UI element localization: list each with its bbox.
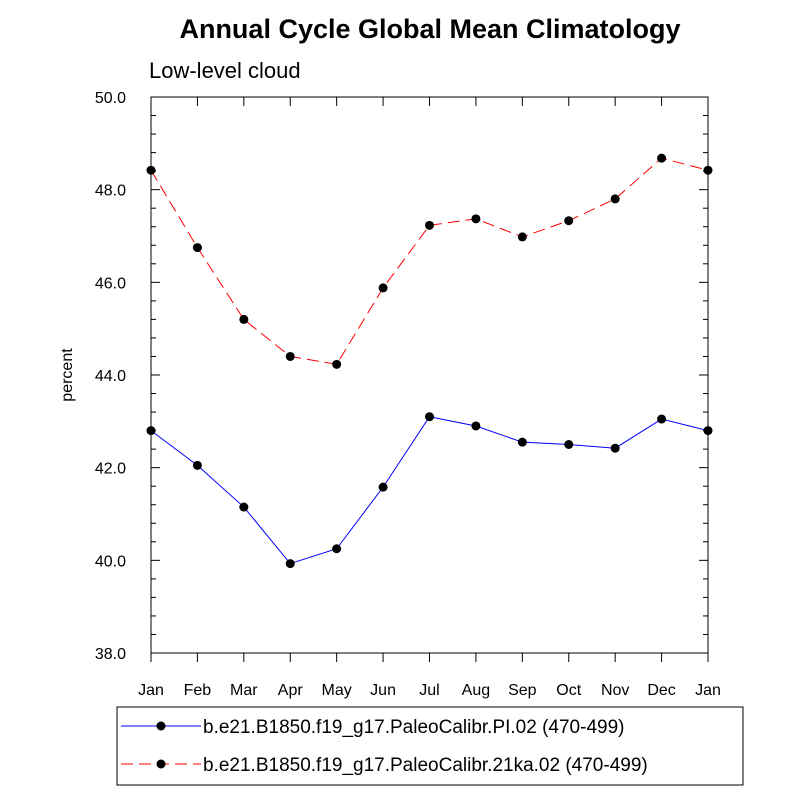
data-point: [471, 421, 481, 431]
data-point: [703, 426, 713, 436]
y-axis-label: percent: [59, 348, 76, 402]
data-point: [332, 359, 342, 369]
series-line-2: [150, 157, 709, 365]
x-tick-label: Sep: [508, 682, 537, 699]
data-point: [332, 544, 342, 554]
x-tick-label: Dec: [647, 682, 675, 699]
data-point: [657, 414, 667, 424]
data-point: [192, 460, 202, 470]
data-point: [425, 220, 434, 230]
data-point: [285, 351, 295, 361]
data-point: [378, 283, 388, 293]
series-points: [146, 153, 713, 569]
data-point: [425, 412, 434, 422]
data-point: [703, 165, 713, 175]
legend-items: b.e21.B1850.f19_g17.PaleoCalibr.PI.02 (4…: [121, 717, 648, 776]
y-tick-label: 46.0: [95, 275, 126, 292]
legend-label-2: b.e21.B1850.f19_g17.PaleoCalibr.21ka.02 …: [203, 755, 648, 776]
y-tick-label: 44.0: [95, 368, 126, 385]
data-point: [610, 194, 620, 204]
data-point: [610, 443, 620, 453]
legend: b.e21.B1850.f19_g17.PaleoCalibr.PI.02 (4…: [116, 706, 744, 786]
x-tick-label: Feb: [184, 682, 212, 699]
legend-label-1: b.e21.B1850.f19_g17.PaleoCalibr.PI.02 (4…: [203, 717, 624, 738]
data-point: [517, 232, 527, 242]
legend-box: [116, 706, 744, 786]
x-tick-labels: Jan Feb Mar Apr May Jun Jul Aug Sep Oct Nov Dec Jan: [138, 682, 721, 699]
data-point: [657, 153, 667, 163]
x-tick-label: Jan: [138, 682, 164, 699]
x-tick-label: Aug: [462, 682, 490, 699]
data-point: [239, 314, 249, 324]
x-tick-label: Oct: [556, 682, 581, 699]
chart-subtitle: Low-level cloud: [149, 58, 301, 83]
data-point: [517, 437, 527, 447]
data-point: [285, 559, 295, 569]
data-point: [564, 440, 574, 449]
data-point: [146, 426, 156, 436]
x-tick-label: May: [322, 682, 352, 699]
data-point: [564, 216, 574, 226]
data-point: [378, 482, 388, 492]
legend-marker-1: [156, 721, 166, 731]
x-tick-label: Nov: [601, 682, 629, 699]
x-tick-label: Apr: [278, 682, 304, 699]
x-tick-label: Jul: [419, 682, 439, 699]
x-tick-label: Jun: [370, 682, 396, 699]
y-tick-label: 40.0: [95, 553, 126, 570]
data-point: [239, 502, 249, 512]
data-point: [471, 214, 481, 224]
legend-marker-2: [156, 759, 166, 769]
data-point: [192, 243, 202, 253]
y-tick-label: 48.0: [95, 183, 126, 200]
plot-frame: [150, 96, 709, 654]
axis-ticks: [150, 96, 709, 662]
data-point: [146, 165, 156, 175]
series-lines: [150, 157, 709, 565]
y-tick-labels: 38.0 40.0 42.0 44.0 46.0 48.0 50.0: [95, 90, 126, 663]
x-tick-label: Jan: [695, 682, 721, 699]
y-tick-label: 50.0: [95, 90, 126, 107]
y-tick-label: 42.0: [95, 461, 126, 478]
y-tick-label: 38.0: [95, 646, 126, 663]
series-line-1: [150, 416, 709, 565]
chart-title: Annual Cycle Global Mean Climatology: [179, 14, 680, 44]
x-tick-label: Mar: [230, 682, 258, 699]
